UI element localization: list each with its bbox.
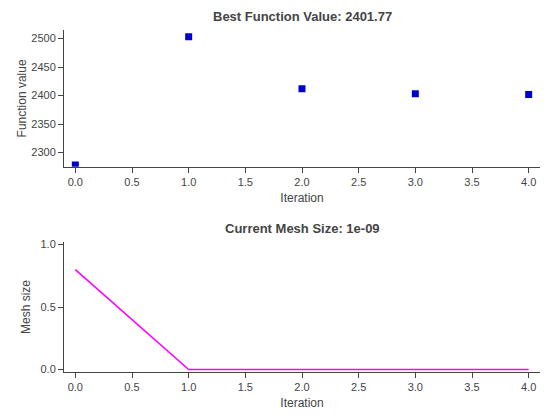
svg-text:4.0: 4.0 bbox=[521, 381, 536, 393]
svg-text:0.0: 0.0 bbox=[68, 381, 83, 393]
svg-text:Function value: Function value bbox=[15, 59, 29, 137]
svg-text:Best Function Value: 2401.77: Best Function Value: 2401.77 bbox=[213, 9, 392, 24]
svg-text:2350: 2350 bbox=[31, 118, 55, 130]
svg-text:2500: 2500 bbox=[31, 32, 55, 44]
svg-text:2300: 2300 bbox=[31, 146, 55, 158]
svg-text:3.5: 3.5 bbox=[464, 381, 479, 393]
svg-text:0.0: 0.0 bbox=[68, 176, 83, 188]
svg-text:3.0: 3.0 bbox=[408, 176, 423, 188]
svg-text:1.5: 1.5 bbox=[238, 176, 253, 188]
svg-text:4.0: 4.0 bbox=[521, 176, 536, 188]
svg-text:0.5: 0.5 bbox=[124, 176, 139, 188]
svg-text:Iteration: Iteration bbox=[280, 396, 323, 410]
svg-text:Iteration: Iteration bbox=[280, 191, 323, 205]
svg-text:2.5: 2.5 bbox=[351, 381, 366, 393]
svg-text:1.5: 1.5 bbox=[238, 381, 253, 393]
svg-text:3.0: 3.0 bbox=[408, 381, 423, 393]
svg-text:Mesh size: Mesh size bbox=[19, 280, 33, 334]
svg-text:0.5: 0.5 bbox=[41, 301, 56, 313]
svg-text:1.0: 1.0 bbox=[181, 381, 196, 393]
svg-text:2.0: 2.0 bbox=[294, 381, 309, 393]
svg-text:0.0: 0.0 bbox=[41, 363, 56, 375]
svg-text:0.5: 0.5 bbox=[124, 381, 139, 393]
svg-text:1.0: 1.0 bbox=[181, 176, 196, 188]
svg-text:2400: 2400 bbox=[31, 89, 55, 101]
svg-text:1.0: 1.0 bbox=[41, 238, 56, 250]
svg-text:3.5: 3.5 bbox=[464, 176, 479, 188]
svg-text:2450: 2450 bbox=[31, 61, 55, 73]
svg-text:Current Mesh Size: 1e-09: Current Mesh Size: 1e-09 bbox=[225, 221, 380, 236]
svg-text:2.5: 2.5 bbox=[351, 176, 366, 188]
svg-text:2.0: 2.0 bbox=[294, 176, 309, 188]
